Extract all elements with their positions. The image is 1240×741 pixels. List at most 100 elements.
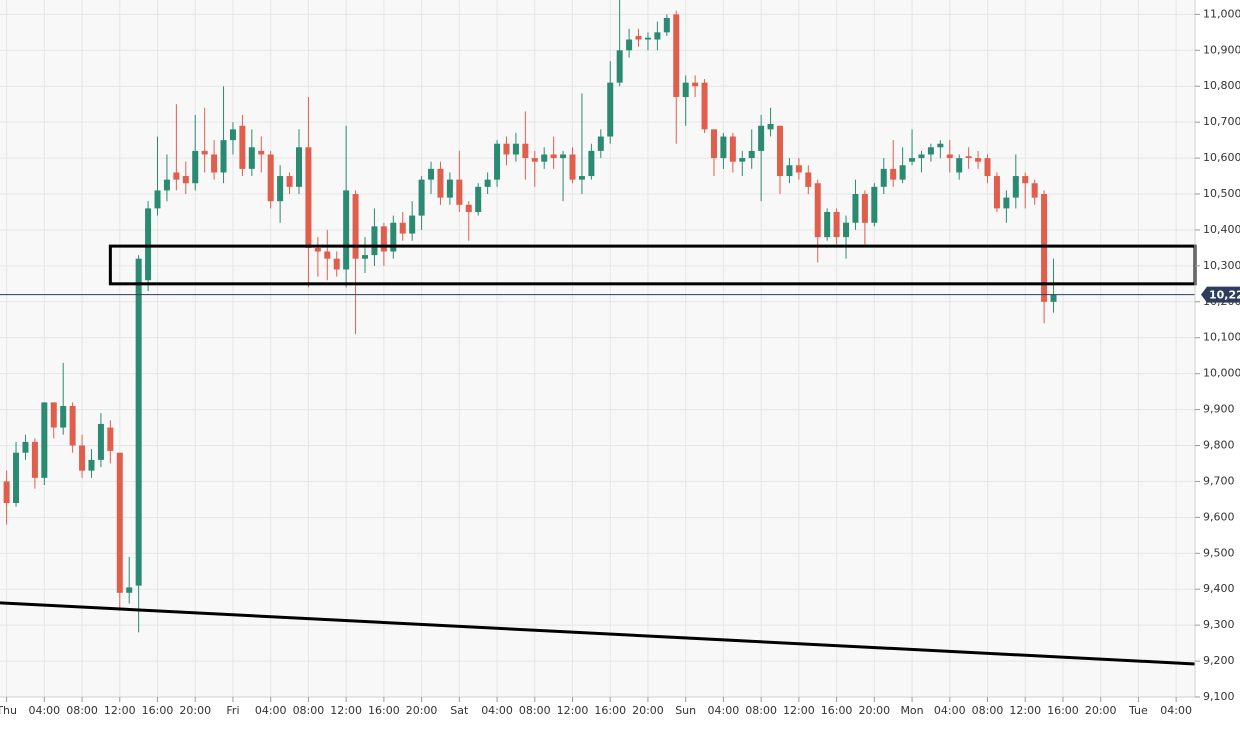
x-tick-label: 12:00 — [330, 704, 362, 717]
candles — [3, 0, 1057, 633]
candle-body — [909, 158, 916, 162]
x-tick-label: 12:00 — [104, 704, 136, 717]
candle-body — [692, 82, 699, 87]
x-tick-label: 04:00 — [481, 704, 513, 717]
candle-body — [145, 208, 152, 281]
candle-body — [871, 186, 878, 223]
candle-body — [663, 17, 670, 33]
y-tick-label: 9,400 — [1203, 582, 1235, 595]
candle-body — [446, 179, 453, 198]
candle-body — [286, 176, 293, 187]
candle-body — [607, 82, 614, 137]
x-tick-label: Mon — [900, 704, 923, 717]
candle-body — [362, 255, 369, 259]
x-tick-label: 12:00 — [1009, 704, 1041, 717]
candle-body — [267, 154, 274, 202]
candle-body — [795, 165, 802, 173]
candle-body — [333, 258, 340, 270]
y-tick-label: 9,800 — [1203, 439, 1235, 452]
candle-body — [97, 423, 104, 460]
candle-body — [833, 211, 840, 238]
candle-body — [541, 154, 548, 162]
candle-body — [173, 172, 180, 180]
x-tick-label: 08:00 — [972, 704, 1004, 717]
candle-body — [343, 190, 350, 270]
price-label-box — [1201, 286, 1240, 303]
y-tick-label: 9,300 — [1203, 618, 1235, 631]
candle-body — [739, 158, 746, 162]
candle-body — [79, 445, 86, 471]
candle-body — [390, 222, 397, 252]
candle-body — [560, 154, 567, 159]
candle-body — [211, 154, 218, 173]
candle-body — [1003, 197, 1010, 209]
candle-body — [635, 35, 642, 40]
candle-body — [154, 190, 161, 209]
candle-body — [843, 222, 850, 238]
candle-body — [409, 215, 416, 234]
candle-body — [965, 156, 972, 159]
y-tick-label: 10,800 — [1203, 79, 1240, 92]
candle-body — [503, 143, 510, 155]
candle-body — [13, 452, 20, 503]
candle-body — [418, 179, 425, 216]
x-tick-label: 12:00 — [783, 704, 815, 717]
x-tick-label: 08:00 — [293, 704, 325, 717]
candle-body — [399, 222, 406, 234]
candle-body — [937, 143, 944, 148]
candle-body — [805, 172, 812, 187]
y-tick-label: 9,600 — [1203, 510, 1235, 523]
x-tick-label: Tue — [1128, 704, 1148, 717]
x-tick-label: 16:00 — [368, 704, 400, 717]
candle-body — [126, 587, 133, 593]
candle-body — [993, 176, 1000, 209]
candle-body — [814, 183, 821, 238]
x-tick-label: 16:00 — [821, 704, 853, 717]
x-tick-label: Sun — [675, 704, 696, 717]
x-tick-label: 08:00 — [66, 704, 98, 717]
candle-body — [3, 481, 10, 503]
candle-body — [720, 136, 727, 159]
candle-body — [22, 441, 29, 453]
candle-body — [682, 82, 689, 98]
y-tick-label: 9,900 — [1203, 403, 1235, 416]
candle-body — [946, 154, 953, 159]
candle-body — [880, 168, 887, 187]
candle-body — [69, 405, 76, 446]
x-tick-label: 04:00 — [28, 704, 60, 717]
candle-body — [975, 158, 982, 162]
x-tick-label: 04:00 — [255, 704, 287, 717]
candle-body — [729, 136, 736, 162]
x-tick-label: Thu — [0, 704, 17, 717]
plot-background — [0, 0, 1195, 697]
y-tick-label: 10,400 — [1203, 223, 1240, 236]
candle-body — [616, 50, 623, 83]
x-tick-label: 20:00 — [632, 704, 664, 717]
candle-body — [522, 143, 529, 159]
candle-body — [437, 168, 444, 198]
candle-body — [644, 37, 651, 40]
trend-line — [0, 601, 1196, 666]
candle-body — [182, 176, 189, 184]
x-tick-label: Sat — [450, 704, 469, 717]
y-tick-label: 9,200 — [1203, 654, 1235, 667]
x-tick-label: 08:00 — [745, 704, 777, 717]
x-tick-label: 04:00 — [708, 704, 740, 717]
candle-body — [428, 168, 435, 180]
candle-body — [654, 32, 661, 40]
y-tick-label: 10,000 — [1203, 367, 1240, 380]
candle-body — [163, 179, 170, 191]
candle-body — [60, 405, 67, 428]
candle-body — [861, 194, 868, 223]
candle-body — [41, 402, 48, 478]
candle-body — [465, 204, 472, 212]
x-tick-label: 08:00 — [519, 704, 551, 717]
candle-body — [578, 176, 585, 180]
candle-body — [890, 168, 897, 180]
candle-body — [588, 150, 595, 177]
y-tick-label: 10,500 — [1203, 187, 1240, 200]
y-tick-label: 10,100 — [1203, 331, 1240, 344]
candle-body — [927, 147, 934, 155]
candle-body — [248, 147, 255, 169]
